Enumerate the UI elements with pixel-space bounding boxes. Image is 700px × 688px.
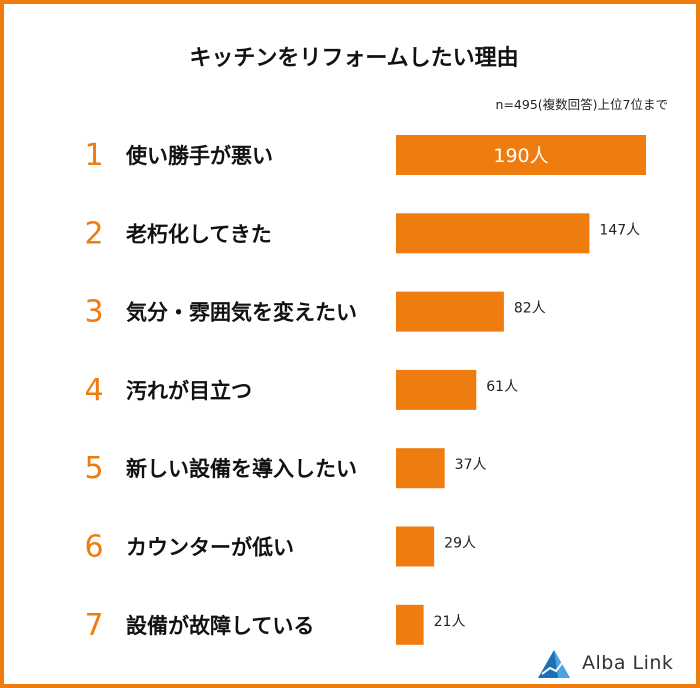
category-label: 気分・雰囲気を変えたい — [126, 301, 357, 325]
value-label: 82人 — [514, 301, 546, 317]
chart-subtitle: n=495(複数回答)上位7位まで — [495, 97, 668, 112]
rank-number: 1 — [84, 138, 103, 173]
rank-number: 3 — [84, 295, 103, 330]
bar — [396, 448, 445, 489]
category-label: 設備が故障している — [126, 614, 314, 638]
chart-title: キッチンをリフォームしたい理由 — [189, 46, 519, 71]
value-label: 29人 — [444, 536, 476, 552]
category-label: 汚れが目立つ — [126, 379, 252, 403]
value-label: 61人 — [486, 379, 518, 395]
category-label: 使い勝手が悪い — [125, 144, 273, 168]
rank-number: 4 — [84, 373, 103, 408]
rank-number: 7 — [84, 608, 103, 643]
brand-name: Alba Link — [582, 652, 674, 674]
rank-number: 5 — [84, 451, 103, 486]
value-label: 21人 — [434, 614, 466, 630]
category-label: 新しい設備を導入したい — [126, 457, 357, 481]
brand-logo: Alba Link — [534, 646, 694, 682]
bar — [396, 135, 646, 175]
bar — [396, 604, 424, 645]
category-label: 老朽化してきた — [126, 222, 272, 246]
value-label: 147人 — [599, 222, 640, 238]
value-label: 37人 — [455, 457, 487, 473]
value-label: 190人 — [493, 145, 548, 167]
bar — [396, 369, 477, 410]
bar — [396, 213, 590, 254]
rank-number: 6 — [84, 530, 103, 565]
category-label: カウンターが低い — [126, 536, 294, 560]
bar — [396, 526, 435, 567]
bar — [396, 291, 504, 332]
rank-number: 2 — [84, 216, 103, 251]
triangle-logo-icon — [538, 650, 570, 678]
bar-chart: 1 使い勝手が悪い 190人 2 老朽化してきた 147人 3 気分・雰囲気を変えたい 82人 4… — [84, 135, 646, 645]
